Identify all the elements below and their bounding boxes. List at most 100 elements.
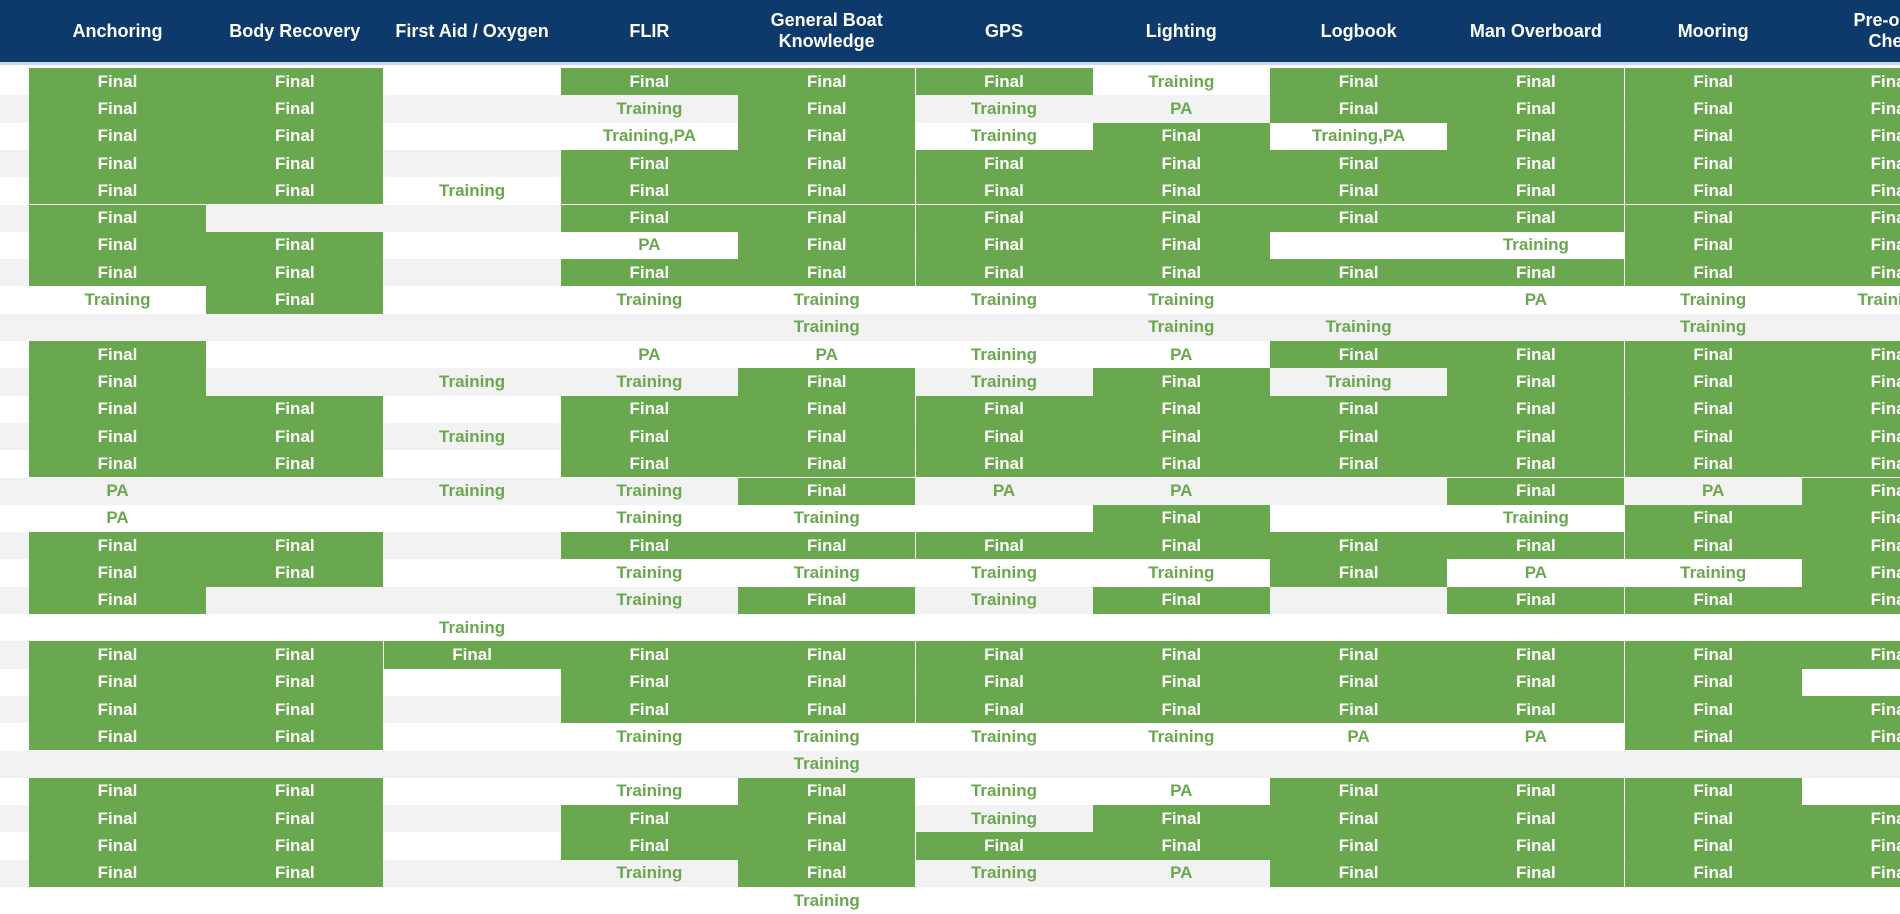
status-cell[interactable]: Final bbox=[738, 450, 916, 478]
status-cell[interactable]: Final bbox=[1447, 177, 1625, 205]
status-cell[interactable] bbox=[384, 832, 561, 859]
status-cell[interactable]: Training bbox=[793, 754, 860, 774]
status-cell[interactable]: Final bbox=[915, 204, 1093, 232]
status-cell[interactable]: Final bbox=[1802, 504, 1900, 533]
column-header[interactable]: First Aid / Oxygen bbox=[395, 20, 549, 41]
status-cell[interactable]: Final bbox=[1802, 695, 1900, 724]
status-cell[interactable]: Training bbox=[616, 781, 683, 801]
status-cell[interactable]: Final bbox=[560, 695, 738, 724]
status-cell[interactable]: Final bbox=[29, 723, 206, 751]
status-cell[interactable]: Training bbox=[1325, 371, 1392, 391]
status-cell[interactable]: Final bbox=[1447, 695, 1625, 724]
status-cell[interactable]: PA bbox=[1170, 863, 1193, 883]
status-cell[interactable]: Final bbox=[1624, 777, 1802, 806]
status-cell[interactable]: Final bbox=[29, 641, 206, 669]
status-cell[interactable]: Final bbox=[1802, 122, 1900, 150]
status-cell[interactable]: Final bbox=[1624, 368, 1802, 396]
status-cell[interactable]: Final bbox=[1092, 695, 1270, 724]
status-cell[interactable]: Final bbox=[1092, 177, 1270, 205]
status-cell[interactable]: Final bbox=[1270, 805, 1448, 833]
status-cell[interactable] bbox=[561, 614, 738, 641]
status-cell[interactable]: Final bbox=[1624, 832, 1802, 860]
status-cell[interactable] bbox=[1447, 751, 1624, 778]
status-cell[interactable]: Training bbox=[439, 371, 506, 391]
status-cell[interactable]: Final bbox=[1624, 859, 1802, 887]
status-cell[interactable] bbox=[1270, 751, 1447, 778]
status-cell[interactable] bbox=[384, 860, 561, 887]
status-cell[interactable] bbox=[384, 150, 561, 177]
status-cell[interactable]: Final bbox=[1270, 149, 1448, 178]
status-cell[interactable]: Final bbox=[1624, 641, 1802, 669]
status-cell[interactable]: Final bbox=[1447, 68, 1625, 96]
status-cell[interactable]: Final bbox=[29, 777, 206, 806]
status-cell[interactable] bbox=[916, 505, 1093, 532]
status-cell[interactable]: Final bbox=[1802, 641, 1900, 669]
status-cell[interactable]: Final bbox=[1447, 422, 1625, 451]
status-cell[interactable]: Final bbox=[1624, 422, 1802, 451]
status-cell[interactable]: Final bbox=[738, 422, 916, 451]
status-cell[interactable]: Final bbox=[738, 68, 916, 96]
status-cell[interactable]: Final bbox=[1624, 805, 1802, 833]
status-cell[interactable]: Training bbox=[793, 890, 860, 910]
status-cell[interactable] bbox=[1802, 314, 1900, 341]
status-cell[interactable]: Training bbox=[616, 863, 683, 883]
status-cell[interactable]: Final bbox=[915, 668, 1093, 696]
status-cell[interactable]: Final bbox=[1270, 559, 1448, 587]
status-cell[interactable]: Final bbox=[206, 695, 384, 724]
status-cell[interactable]: Final bbox=[560, 259, 738, 287]
status-cell[interactable]: Final bbox=[1802, 559, 1900, 587]
status-cell[interactable]: Training bbox=[1680, 290, 1747, 310]
status-cell[interactable] bbox=[384, 314, 561, 341]
status-cell[interactable]: Final bbox=[1624, 204, 1802, 232]
status-cell[interactable] bbox=[384, 341, 561, 368]
status-cell[interactable]: Final bbox=[206, 641, 384, 669]
status-cell[interactable]: Training bbox=[439, 426, 506, 446]
status-cell[interactable]: Final bbox=[1447, 532, 1625, 560]
status-cell[interactable] bbox=[916, 887, 1093, 914]
status-cell[interactable] bbox=[916, 751, 1093, 778]
status-cell[interactable]: Final bbox=[1447, 668, 1625, 696]
status-cell[interactable]: Final bbox=[1447, 450, 1625, 478]
status-cell[interactable]: Final bbox=[738, 122, 916, 150]
status-cell[interactable]: Final bbox=[1624, 450, 1802, 478]
status-cell[interactable] bbox=[1447, 614, 1624, 641]
column-header[interactable]: Man Overboard bbox=[1469, 20, 1602, 41]
status-cell[interactable]: Training bbox=[1857, 290, 1900, 310]
status-cell[interactable]: PA bbox=[1170, 98, 1193, 118]
status-cell[interactable] bbox=[384, 259, 561, 286]
status-cell[interactable]: Final bbox=[1092, 504, 1270, 533]
status-cell[interactable]: Final bbox=[1270, 641, 1448, 669]
status-cell[interactable] bbox=[384, 286, 561, 313]
status-cell[interactable]: Final bbox=[206, 859, 384, 887]
status-cell[interactable]: Final bbox=[560, 204, 738, 232]
status-cell[interactable] bbox=[384, 532, 561, 559]
status-cell[interactable] bbox=[1802, 751, 1900, 778]
status-cell[interactable]: Final bbox=[915, 68, 1093, 96]
status-cell[interactable]: Training bbox=[616, 563, 683, 583]
status-cell[interactable]: Training bbox=[616, 481, 683, 501]
status-cell[interactable]: Final bbox=[1802, 450, 1900, 478]
status-cell[interactable]: Final bbox=[1447, 805, 1625, 833]
status-cell[interactable]: Final bbox=[1447, 777, 1625, 806]
status-cell[interactable]: Final bbox=[738, 832, 916, 860]
status-cell[interactable]: Final bbox=[915, 832, 1093, 860]
status-cell[interactable]: Final bbox=[738, 368, 916, 396]
status-cell[interactable] bbox=[384, 696, 561, 723]
status-cell[interactable]: Final bbox=[29, 586, 206, 614]
status-cell[interactable]: Final bbox=[1092, 149, 1270, 178]
status-cell[interactable]: Training bbox=[439, 180, 506, 200]
status-cell[interactable]: PA bbox=[106, 508, 129, 528]
status-cell[interactable]: Final bbox=[1447, 259, 1625, 287]
status-cell[interactable]: Final bbox=[1447, 122, 1625, 150]
status-cell[interactable] bbox=[561, 314, 738, 341]
status-cell[interactable]: Training bbox=[970, 563, 1038, 583]
status-cell[interactable]: Final bbox=[1092, 122, 1270, 150]
status-cell[interactable]: Final bbox=[29, 368, 206, 396]
status-cell[interactable]: Training bbox=[616, 98, 683, 118]
status-cell[interactable] bbox=[1270, 587, 1447, 614]
status-cell[interactable] bbox=[384, 95, 561, 122]
status-cell[interactable]: Final bbox=[29, 341, 206, 369]
status-cell[interactable] bbox=[206, 341, 383, 368]
status-cell[interactable]: Final bbox=[1624, 723, 1802, 751]
status-cell[interactable]: Final bbox=[1270, 859, 1448, 887]
